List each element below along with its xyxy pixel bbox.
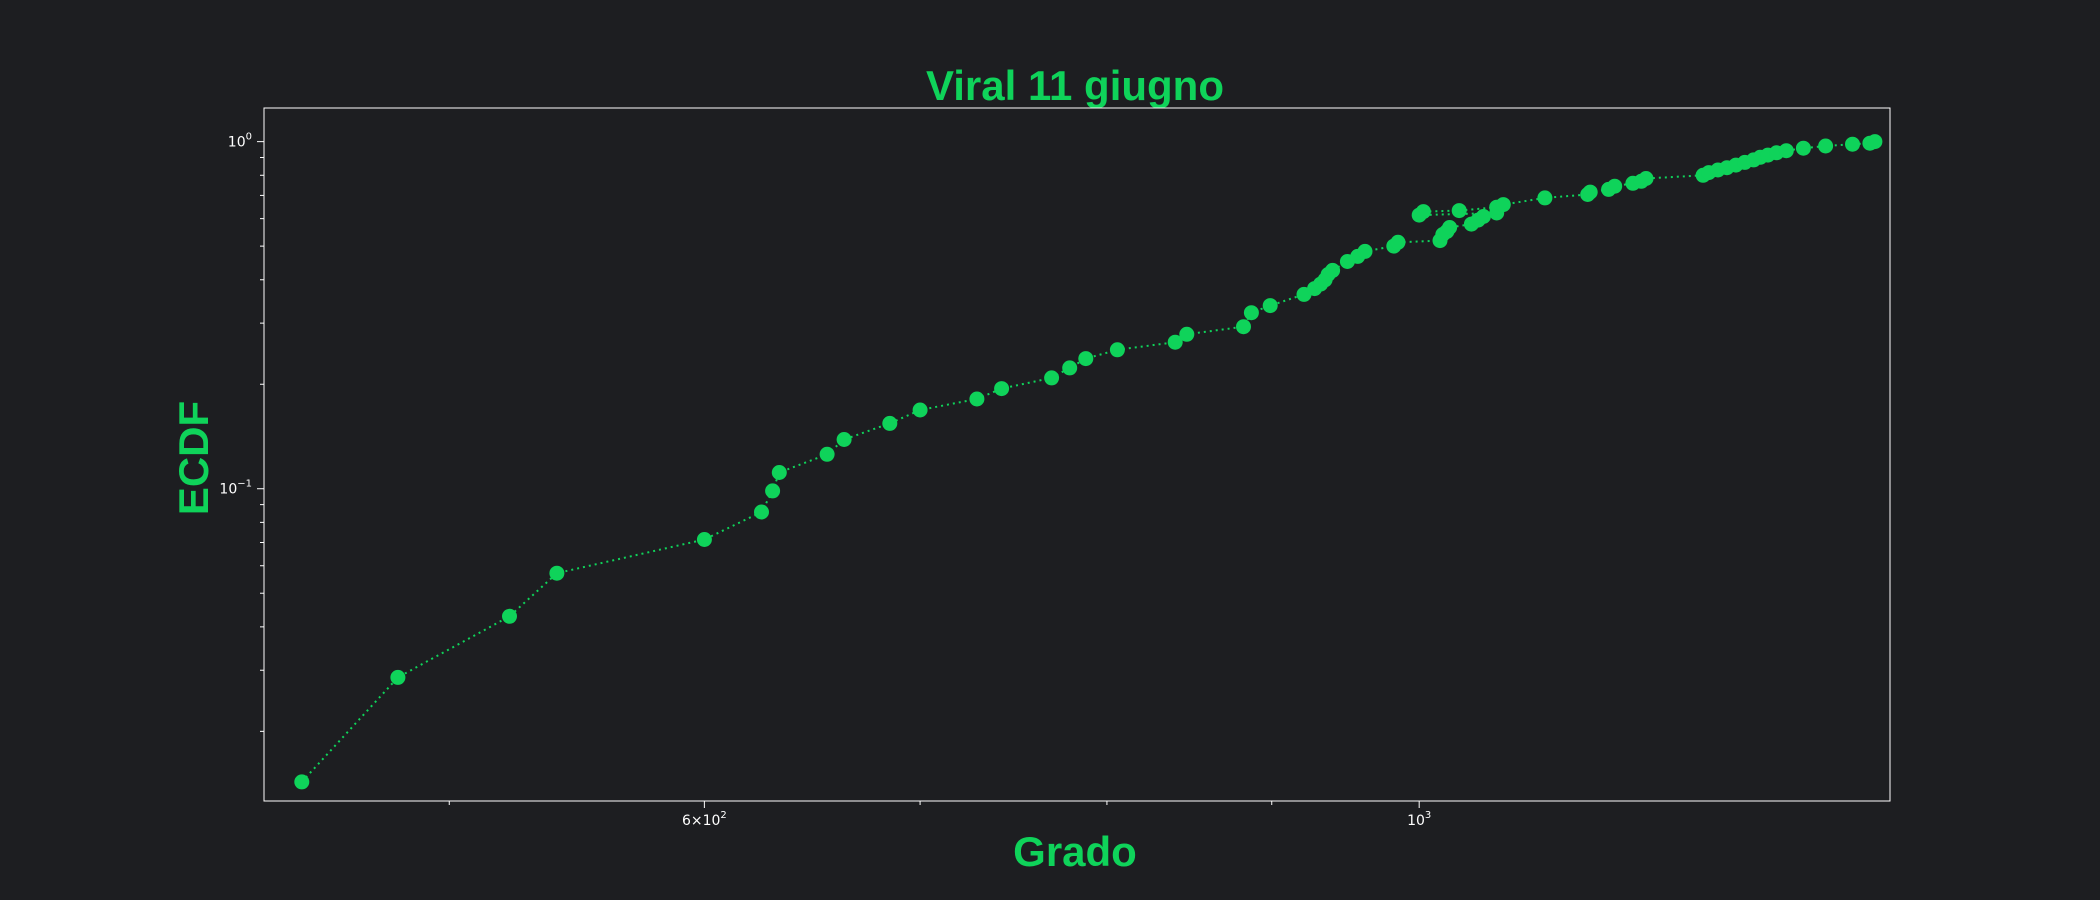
data-point — [1415, 204, 1431, 220]
data-point — [1845, 136, 1860, 152]
data-point — [1243, 305, 1259, 321]
data-point — [1442, 220, 1458, 235]
chart-title: Viral 11 giugno — [926, 62, 1224, 109]
data-point — [1325, 262, 1341, 278]
data-point — [1179, 326, 1195, 342]
data-point — [765, 483, 781, 499]
plot-area-frame — [263, 107, 1891, 802]
x-tick-label: 103 — [1407, 810, 1431, 829]
data-point — [836, 432, 852, 447]
data-point — [1390, 234, 1406, 250]
data-point — [1044, 370, 1060, 386]
data-point — [1357, 243, 1373, 259]
data-point — [549, 565, 565, 581]
data-point — [1867, 134, 1883, 150]
data-point — [1078, 351, 1094, 367]
data-point — [1778, 143, 1794, 159]
data-point — [1167, 334, 1183, 350]
data-point — [819, 446, 835, 462]
x-tick-label: 6×102 — [682, 810, 727, 829]
data-points — [294, 134, 1883, 790]
data-point — [1475, 209, 1491, 224]
data-point — [1062, 360, 1078, 376]
data-point — [390, 669, 406, 685]
x-axis-label: Grado — [1013, 828, 1137, 875]
x-axis-ticks: 6×102 103 — [448, 801, 1431, 829]
data-point — [1236, 319, 1251, 335]
data-point — [754, 504, 769, 520]
data-point — [994, 381, 1010, 397]
data-point — [502, 608, 517, 624]
data-point — [696, 532, 712, 547]
y-tick-label: 100 — [228, 132, 252, 151]
data-point — [1795, 140, 1811, 156]
y-tick-label: 10−1 — [219, 479, 252, 498]
data-point — [1582, 184, 1598, 200]
data-point — [1638, 171, 1654, 186]
data-point — [1607, 178, 1623, 194]
data-point — [1451, 203, 1467, 219]
data-point — [912, 402, 928, 418]
data-point — [1537, 190, 1553, 206]
data-point — [969, 391, 985, 407]
data-point — [1109, 342, 1125, 358]
data-point — [1262, 298, 1278, 314]
data-point — [1818, 138, 1834, 154]
data-point — [294, 774, 310, 790]
data-point — [771, 465, 787, 480]
data-point — [1495, 197, 1511, 213]
data-point — [882, 415, 898, 431]
y-axis-ticks: 10−1 100 — [219, 132, 264, 732]
y-axis-label: ECDF — [170, 401, 217, 515]
